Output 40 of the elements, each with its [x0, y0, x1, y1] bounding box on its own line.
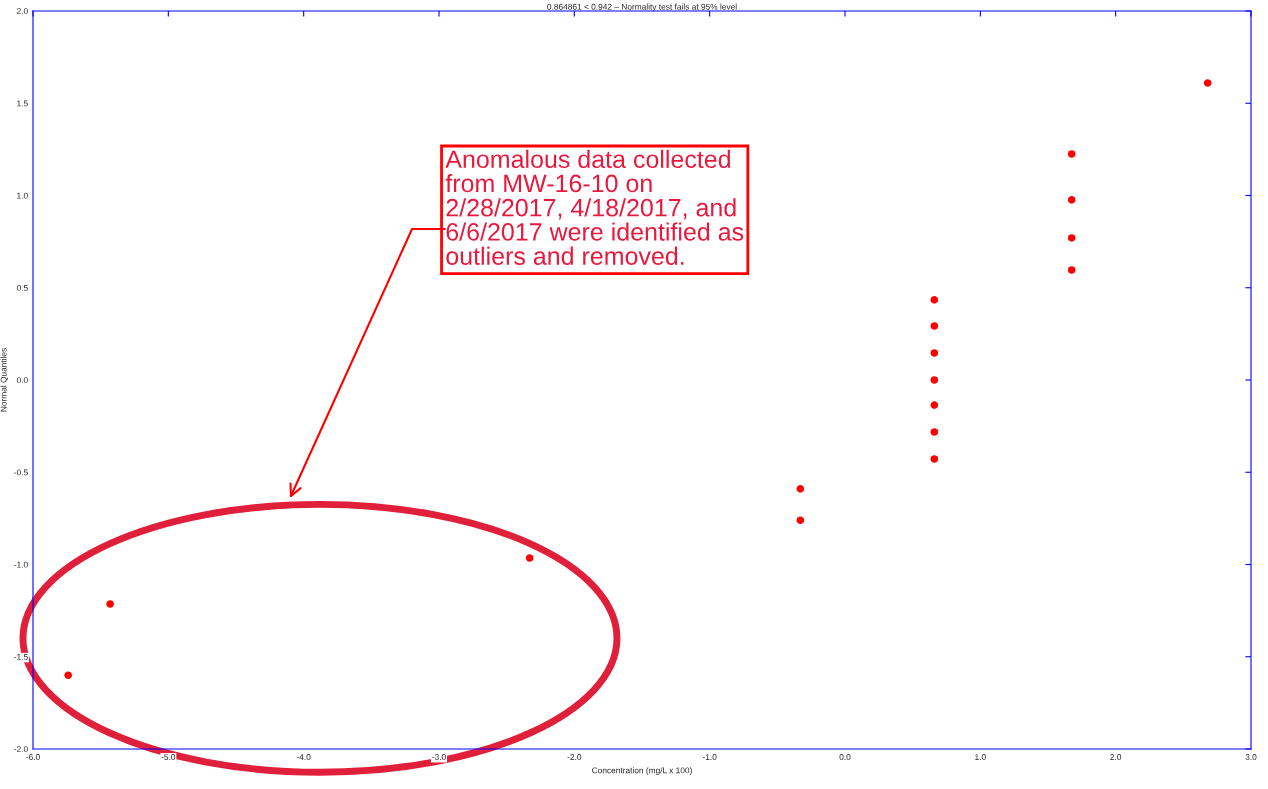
x-tick-label: -3.0: [432, 754, 446, 760]
y-tick-label: 0.0: [16, 377, 28, 384]
point: [106, 600, 114, 608]
x-tick-label: -4.0: [296, 754, 311, 760]
y-tick-label: 0.5: [16, 284, 28, 291]
point: [1067, 266, 1076, 274]
point: [1067, 196, 1076, 204]
point: [796, 485, 805, 493]
point: [930, 401, 939, 409]
y-tick-label: 1.5: [17, 100, 28, 107]
y-tick-label: -1.0: [14, 561, 28, 568]
x-tick-label: 1.0: [975, 754, 986, 760]
annotation: Anomalous data collected from MW-16-10 on 2/28/2017, 4/18/2017, and 6/6/2017 were identified as outliers and removed.: [445, 149, 744, 265]
y-axis-title: Normal Quantiles: [0, 348, 9, 412]
x-tick-label: -1.0: [702, 754, 717, 760]
y-tick-label: 2.0: [16, 8, 28, 15]
y-tick-label: -2.0: [14, 746, 28, 753]
point: [930, 376, 939, 384]
x-tick-label: 3.0: [1245, 754, 1257, 760]
point: [930, 322, 939, 330]
y-tick-label: -0.5: [14, 469, 28, 476]
point: [796, 516, 805, 525]
point: [64, 671, 72, 679]
point: [1203, 79, 1212, 87]
x-tick-label: -2.0: [567, 754, 582, 760]
point: [525, 554, 534, 562]
point: [930, 455, 939, 463]
y-tick-label: 1.0: [17, 192, 28, 199]
x-axis-title: Concentration (mg/L x 100): [592, 767, 692, 775]
point: [1067, 234, 1076, 242]
point: [930, 296, 939, 304]
chart-title: 0.864861 < 0.942 – Normality test fails at 95% level: [547, 3, 737, 12]
x-tick-label: -5.0: [161, 754, 176, 760]
point: [1067, 150, 1076, 158]
y-tick-label: -1.5: [14, 654, 28, 660]
x-tick-label: 2.0: [1110, 754, 1122, 760]
x-tick-label: -6.0: [26, 754, 40, 760]
point: [930, 349, 939, 357]
x-tick-label: 0.0: [839, 754, 851, 760]
point: [930, 428, 939, 436]
